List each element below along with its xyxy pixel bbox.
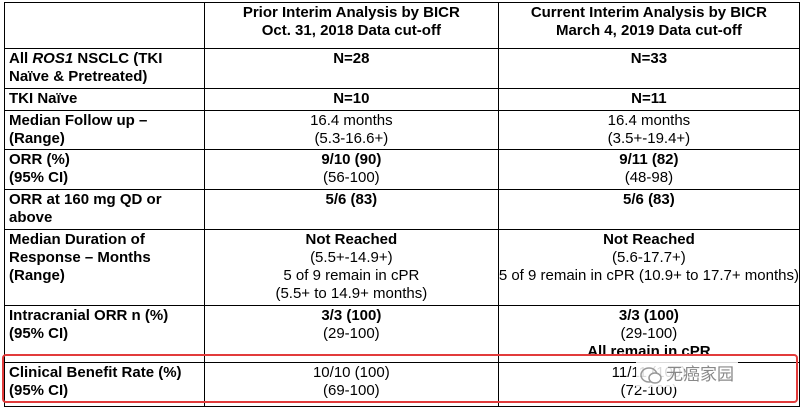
cell-text: (56-100) [322,169,380,186]
row-label: All ROS1 NSCLC (TKI Naïve & Pretreated) [4,48,205,89]
row: ORR (%) (95% CI) 9/10 (90) (56-100) 9/11 (… [4,149,800,190]
cell-text: Not Reached [305,231,398,248]
row: TKI Naïve N=10 N=11 [4,88,800,111]
label-text: Response – Months [9,249,151,266]
header-cell: Current Interim Analysis by BICR March 4,… [497,2,800,49]
watermark-text: 无癌家园 [666,365,734,385]
label-text: (95% CI) [9,325,69,342]
label-text: (Range) [9,267,65,284]
cell: N=10 [203,88,499,111]
row-label: ORR (%) (95% CI) [4,149,205,190]
cell: 5/6 (83) [203,189,499,230]
label-text: ORR (%) [9,151,70,168]
header-cell: Prior Interim Analysis by BICR Oct. 31, 2… [203,2,499,49]
cell: Not Reached (5.6-17.7+) 5 of 9 remain in c… [497,229,800,306]
cell-text: (29-100) [322,325,380,342]
cell-text: 3/3 (100) [321,307,382,324]
cell-text: 5 of 9 remain in cPR (10.9+ to 17.7+ mon… [498,267,799,284]
label-text: (95% CI) [9,169,69,186]
label-text: ORR at 160 mg QD or [9,191,162,208]
cell: 5/6 (83) [497,189,800,230]
row-label: Median Duration of Response – Months (Rang… [4,229,205,306]
cell-text: 10/10 (100) [312,364,390,381]
cell: 10/10 (100) (69-100) [203,362,499,407]
header-text: March 4, 2019 Data cut-off [555,22,742,39]
label-text: (Range) [9,130,65,147]
row-label: TKI Naïve [4,88,205,111]
cell: 9/10 (90) (56-100) [203,149,499,190]
cell-text: (69-100) [322,382,380,399]
label-text: Median Follow up – [9,112,148,129]
cell: N=11 [497,88,800,111]
cell-text: 9/10 (90) [321,151,382,168]
cell-text: 9/11 (82) [619,151,679,168]
cell-text: 5/6 (83) [325,191,378,208]
label-text: ROS1 [32,50,74,67]
label-text: (95% CI) [9,382,69,399]
cell-text: N=33 [630,50,668,67]
row-label: ORR at 160 mg QD or above [4,189,205,230]
cell: Not Reached (5.5+-14.9+) 5 of 9 remain in … [203,229,499,306]
cell-text: 16.4 months [607,112,691,129]
cell: 16.4 months (5.3-16.6+) [203,110,499,150]
row-label: Intracranial ORR n (%) (95% CI) [4,305,205,363]
results-table: Prior Interim Analysis by BICR Oct. 31, 2… [4,2,800,407]
label-text: NSCLC (TKI [77,50,163,67]
cell: 16.4 months (3.5+-19.4+) [497,110,800,150]
label-text: All [9,50,29,67]
cell-text: (5.3-16.6+) [314,130,389,147]
label-text: above [9,209,53,226]
cell-text: N=28 [333,50,370,67]
cell-text: (48-98) [624,169,674,186]
label-text: Intracranial ORR n (%) [9,307,169,324]
row: All ROS1 NSCLC (TKI Naïve & Pretreated) N… [4,48,800,89]
cell-text: Not Reached [603,231,695,248]
cell: N=33 [497,48,800,89]
cell-text: (29-100) [620,325,678,342]
cell-text: 16.4 months [310,112,393,129]
cell-text: (5.6-17.7+) [612,249,686,266]
cell-text: N=11 [631,90,667,107]
cell: 3/3 (100) (29-100) [203,305,499,363]
row: Median Duration of Response – Months (Rang… [4,229,800,306]
cell-text: 5/6 (83) [623,191,675,208]
label-text: Median Duration of [9,231,145,248]
cell: 9/11 (82) (48-98) [497,149,800,190]
watermark: 无癌家园 [636,358,738,387]
cell-text: (5.5+-14.9+) [310,249,393,266]
label-text: Clinical Benefit Rate (%) [9,364,182,381]
highlight-box [2,354,798,403]
row-label: Clinical Benefit Rate (%) (95% CI) [4,362,205,407]
label-text: TKI Naïve [9,90,78,107]
label-text: Naïve & Pretreated) [9,68,148,85]
row: Median Follow up – (Range) 16.4 months (5.… [4,110,800,150]
corner-cell [4,2,205,49]
header-text: Current Interim Analysis by BICR [530,4,767,21]
row: ORR at 160 mg QD or above 5/6 (83) 5/6 (8… [4,189,800,230]
header-text: Prior Interim Analysis by BICR [242,4,460,21]
header-row: Prior Interim Analysis by BICR Oct. 31, 2… [4,2,800,49]
cell-text: 5 of 9 remain in cPR [283,267,420,284]
header-text: Oct. 31, 2018 Data cut-off [261,22,441,39]
cell: N=28 [203,48,499,89]
cell-text: N=10 [333,90,370,107]
watermark-icon [640,367,662,384]
cell-text: (3.5+-19.4+) [607,130,691,147]
row-label: Median Follow up – (Range) [4,110,205,150]
cell-text: 3/3 (100) [618,307,679,324]
cell-text: (5.5+ to 14.9+ months) [275,285,428,302]
